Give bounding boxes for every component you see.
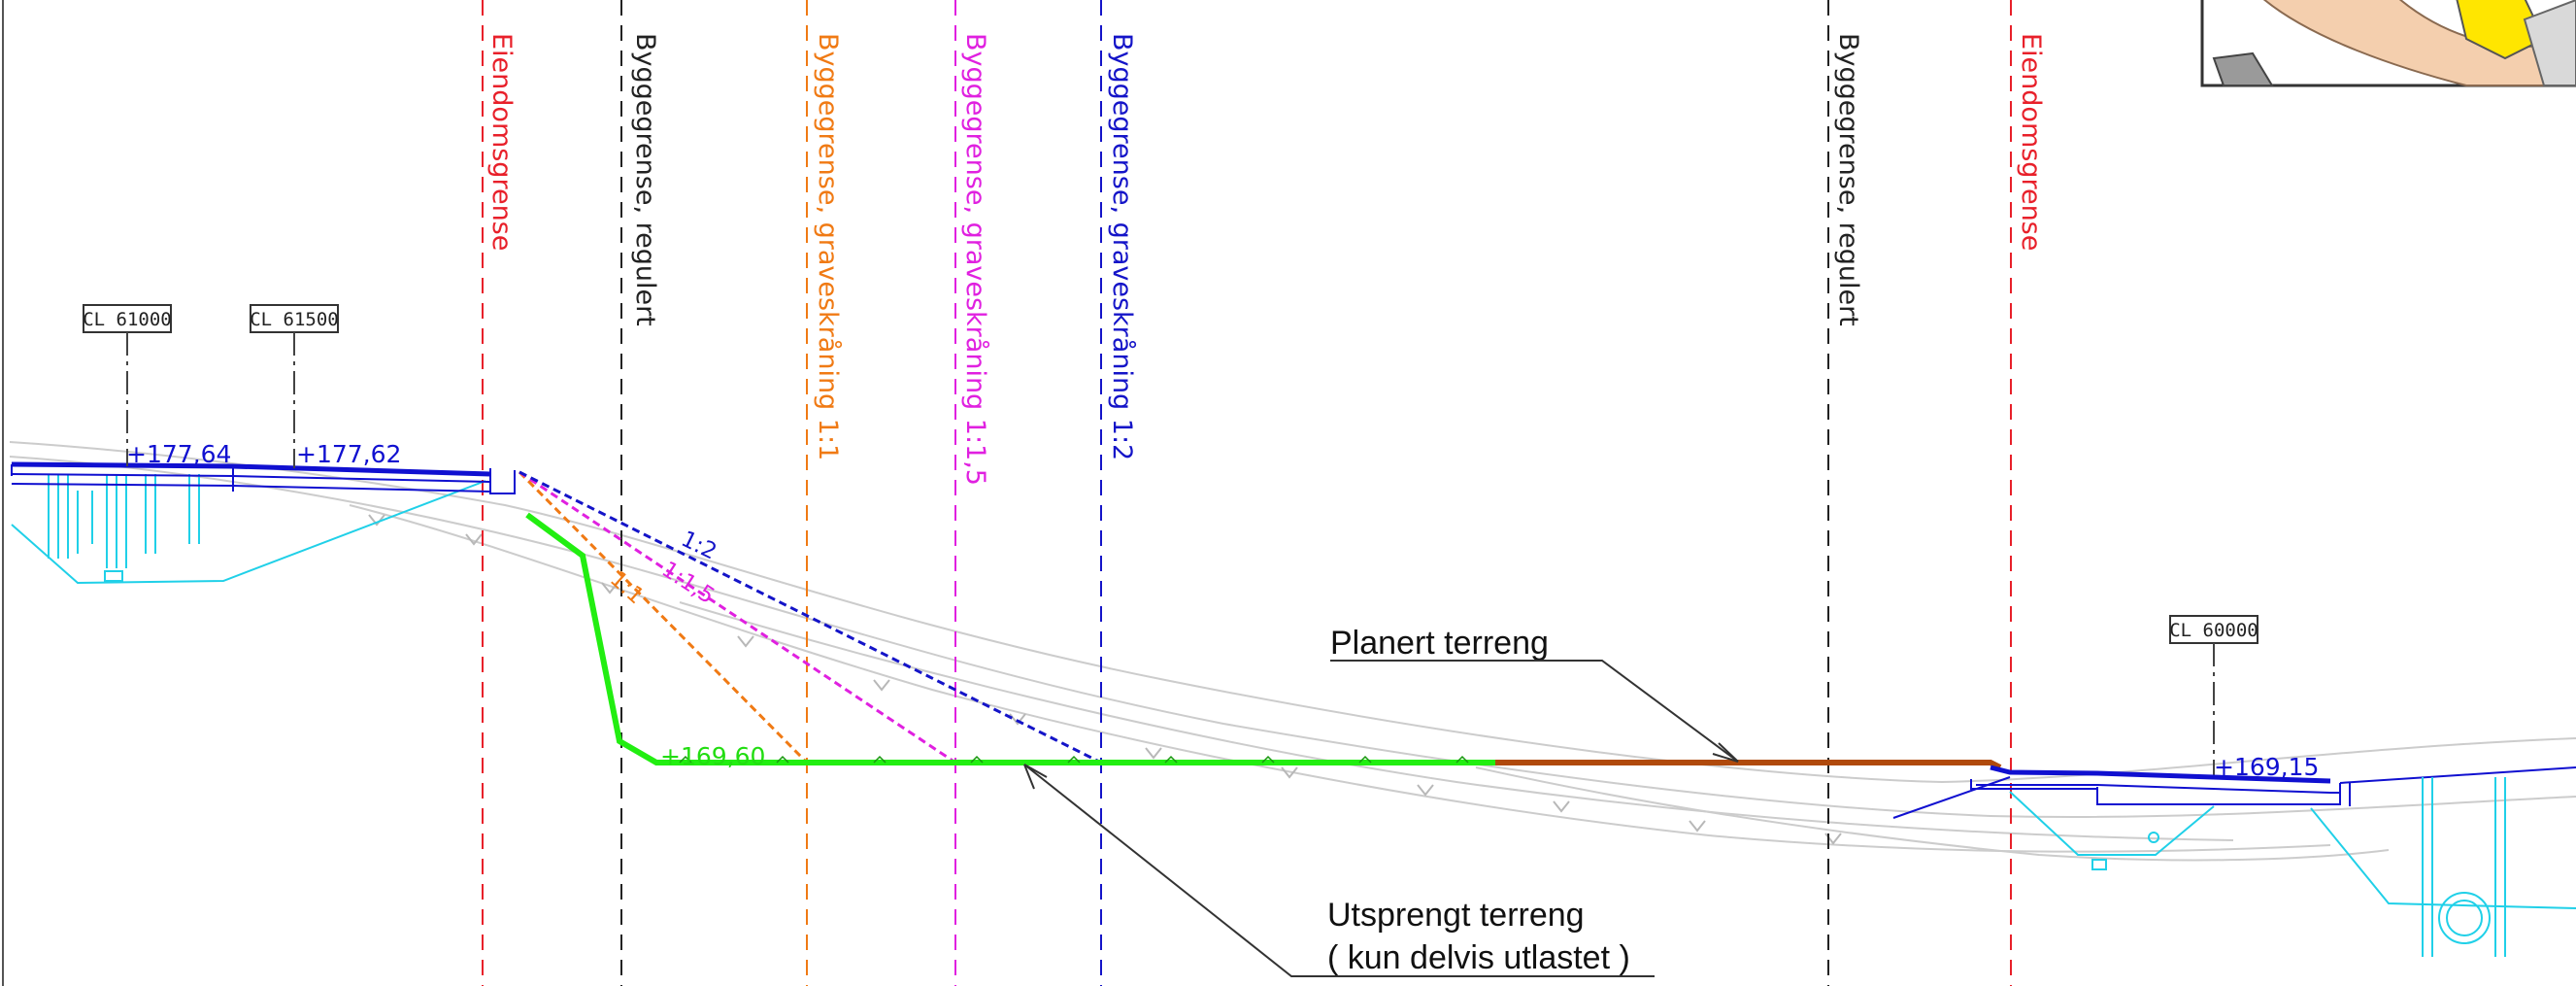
slope-1-2 xyxy=(519,470,1102,765)
inset-map xyxy=(2200,0,2576,87)
slope-1-1 xyxy=(518,470,809,765)
cl-label: CL 61000 xyxy=(83,309,172,330)
centerline-cl-60000: CL 60000 +169,15 xyxy=(2169,615,2319,781)
annotation-blasted-terrain: Utsprengt terreng ( kun delvis utlastet … xyxy=(1023,764,1655,977)
annotation-blasted-text-1: Utsprengt terreng xyxy=(1327,897,1585,934)
vertical-label-7: Eiendomsgrense xyxy=(2016,33,2046,251)
slope-label-1-1-5: 1:1,5 xyxy=(657,557,719,609)
planed-terrain-line xyxy=(1495,760,2002,770)
vertical-label-2: Byggegrense, regulert xyxy=(630,33,660,326)
left-road-structure xyxy=(11,474,486,585)
vertical-label-6: Byggegrense, regulert xyxy=(1833,33,1863,326)
right-road-structure xyxy=(2009,777,2576,957)
bottom-elevation-label: +169,60 xyxy=(660,742,765,770)
annotation-blasted-text-2: ( kun delvis utlastet ) xyxy=(1327,939,1630,976)
cl-label: CL 61500 xyxy=(250,309,339,330)
centerline-cl-61000: CL 61000 +177,64 xyxy=(83,304,231,468)
vertical-label-3: Byggegrense, graveskråning 1:1 xyxy=(813,33,843,460)
vertical-label-4: Byggegrense, graveskråning 1:1,5 xyxy=(960,33,990,486)
elevation-label: +177,64 xyxy=(126,440,231,468)
vertical-label-1: Eiendomsgrense xyxy=(486,33,517,251)
vertical-boundaries xyxy=(482,0,2012,986)
blasted-hatch xyxy=(679,755,1469,764)
cl-label: CL 60000 xyxy=(2169,620,2258,641)
left-road-surface xyxy=(11,461,516,494)
vertical-label-5: Byggegrense, graveskråning 1:2 xyxy=(1107,33,1137,460)
slope-label-1-1: 1:1 xyxy=(605,566,649,609)
slope-lines xyxy=(518,470,1102,765)
slope-1-1-5 xyxy=(519,470,956,765)
terrain-hatch xyxy=(368,514,1842,845)
annotation-planed-terrain: Planert terreng xyxy=(1330,625,1739,763)
slope-label-1-2: 1:2 xyxy=(677,527,720,565)
blasted-terrain-line xyxy=(525,512,1495,765)
annotation-planed-text: Planert terreng xyxy=(1330,625,1549,662)
elevation-label: +177,62 xyxy=(296,440,401,468)
existing-terrain xyxy=(9,441,2576,862)
right-road-surface xyxy=(1892,765,2576,819)
centerline-cl-61500: CL 61500 +177,62 xyxy=(250,304,401,468)
